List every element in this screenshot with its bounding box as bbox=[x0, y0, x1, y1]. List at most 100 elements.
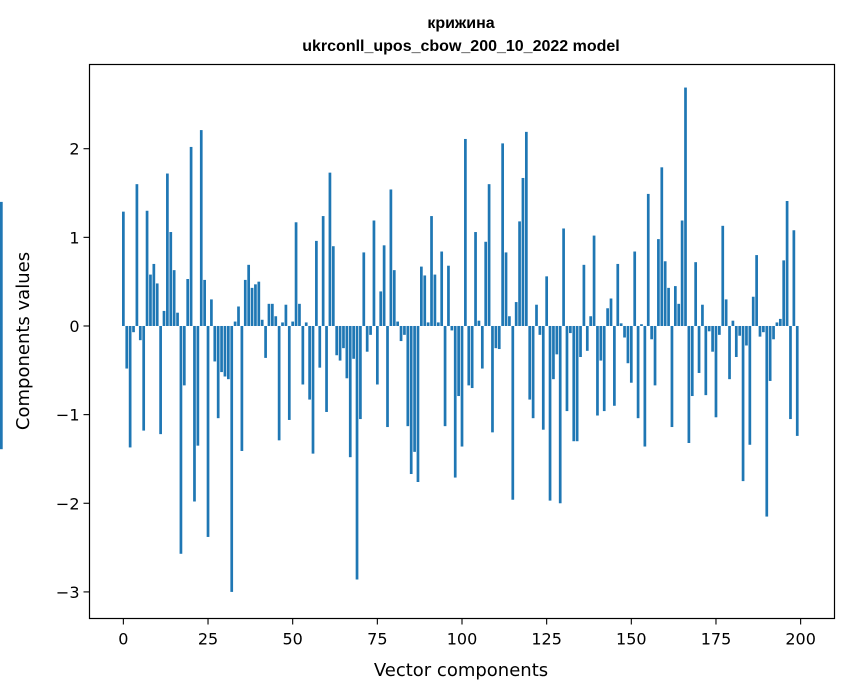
bar bbox=[755, 255, 758, 326]
bar bbox=[792, 230, 796, 326]
bar bbox=[623, 325, 626, 338]
bar bbox=[0, 201, 3, 326]
bar bbox=[430, 216, 433, 326]
bar bbox=[237, 306, 240, 326]
bar bbox=[514, 302, 518, 326]
bar bbox=[555, 325, 559, 355]
bar bbox=[352, 325, 355, 359]
bar bbox=[596, 325, 599, 416]
bar bbox=[619, 323, 623, 326]
bar bbox=[613, 325, 616, 406]
bar bbox=[633, 251, 637, 326]
bar bbox=[477, 320, 481, 326]
bar bbox=[640, 324, 643, 326]
bar bbox=[304, 322, 308, 326]
bar bbox=[480, 325, 484, 369]
x-tick-label: 25 bbox=[198, 630, 218, 649]
bar bbox=[294, 222, 298, 326]
bar bbox=[789, 325, 792, 420]
y-tick-label: 2 bbox=[69, 140, 79, 159]
bar bbox=[579, 325, 582, 358]
bar bbox=[189, 146, 193, 326]
bar bbox=[562, 228, 565, 326]
bar bbox=[328, 172, 332, 326]
bar bbox=[345, 325, 349, 379]
y-axis-ticks: −3 −2 −1 0 1 2 bbox=[56, 140, 90, 602]
bar bbox=[420, 266, 423, 326]
bar bbox=[132, 325, 135, 333]
bar bbox=[714, 325, 718, 418]
bar bbox=[443, 325, 447, 427]
bar bbox=[460, 325, 464, 447]
bar bbox=[765, 325, 769, 517]
bar bbox=[342, 325, 345, 349]
bar bbox=[145, 210, 149, 326]
bar bbox=[172, 270, 176, 326]
bar bbox=[778, 318, 782, 326]
bar bbox=[616, 263, 620, 326]
bars-group bbox=[0, 87, 799, 592]
bar bbox=[602, 325, 606, 412]
bar bbox=[508, 316, 511, 326]
bar bbox=[545, 276, 549, 326]
bar bbox=[538, 325, 542, 335]
bar bbox=[308, 325, 311, 400]
bar bbox=[223, 325, 227, 377]
bar bbox=[243, 279, 247, 326]
y-tick-label: −3 bbox=[56, 583, 80, 602]
bar bbox=[684, 87, 687, 326]
bar bbox=[565, 325, 569, 412]
bar bbox=[501, 143, 504, 326]
bar bbox=[162, 310, 166, 326]
bar bbox=[599, 325, 603, 361]
bar bbox=[403, 325, 406, 335]
bar bbox=[673, 286, 677, 326]
bar bbox=[301, 325, 305, 385]
bar bbox=[284, 304, 288, 326]
bar bbox=[267, 303, 271, 326]
bar bbox=[721, 225, 725, 326]
bar bbox=[369, 325, 372, 335]
x-axis-ticks: 0 25 50 75 100 125 150 175 200 bbox=[118, 618, 816, 649]
bar bbox=[152, 263, 156, 326]
bar bbox=[734, 325, 738, 358]
bar bbox=[687, 325, 691, 443]
bar bbox=[325, 325, 328, 412]
bar bbox=[179, 325, 183, 554]
bar bbox=[230, 325, 234, 592]
bar bbox=[423, 275, 427, 326]
bar bbox=[657, 239, 660, 326]
bar bbox=[694, 262, 698, 326]
y-tick-label: −2 bbox=[56, 494, 80, 513]
bar bbox=[338, 325, 342, 361]
bar bbox=[182, 325, 186, 386]
bar bbox=[206, 325, 210, 537]
bar bbox=[186, 279, 190, 326]
bar bbox=[707, 325, 711, 332]
bar bbox=[697, 325, 701, 373]
y-tick-label: −1 bbox=[56, 406, 80, 425]
bar bbox=[254, 284, 257, 326]
bar bbox=[413, 325, 416, 452]
bar bbox=[399, 325, 403, 342]
bar bbox=[660, 167, 664, 326]
y-tick-label: 1 bbox=[69, 228, 79, 247]
bar bbox=[379, 291, 383, 326]
bar bbox=[274, 316, 278, 326]
x-tick-label: 150 bbox=[616, 630, 647, 649]
bar bbox=[203, 279, 206, 326]
bar bbox=[680, 220, 684, 326]
bar bbox=[247, 264, 251, 326]
bar bbox=[122, 211, 125, 326]
bar bbox=[142, 325, 146, 431]
bar bbox=[711, 325, 714, 352]
bar bbox=[149, 274, 152, 326]
bar bbox=[389, 189, 393, 326]
bar bbox=[199, 130, 203, 326]
bar bbox=[287, 325, 291, 420]
bar bbox=[250, 287, 254, 326]
bar bbox=[216, 325, 220, 419]
bar bbox=[582, 264, 586, 326]
bar bbox=[541, 325, 545, 430]
bar bbox=[748, 325, 752, 445]
